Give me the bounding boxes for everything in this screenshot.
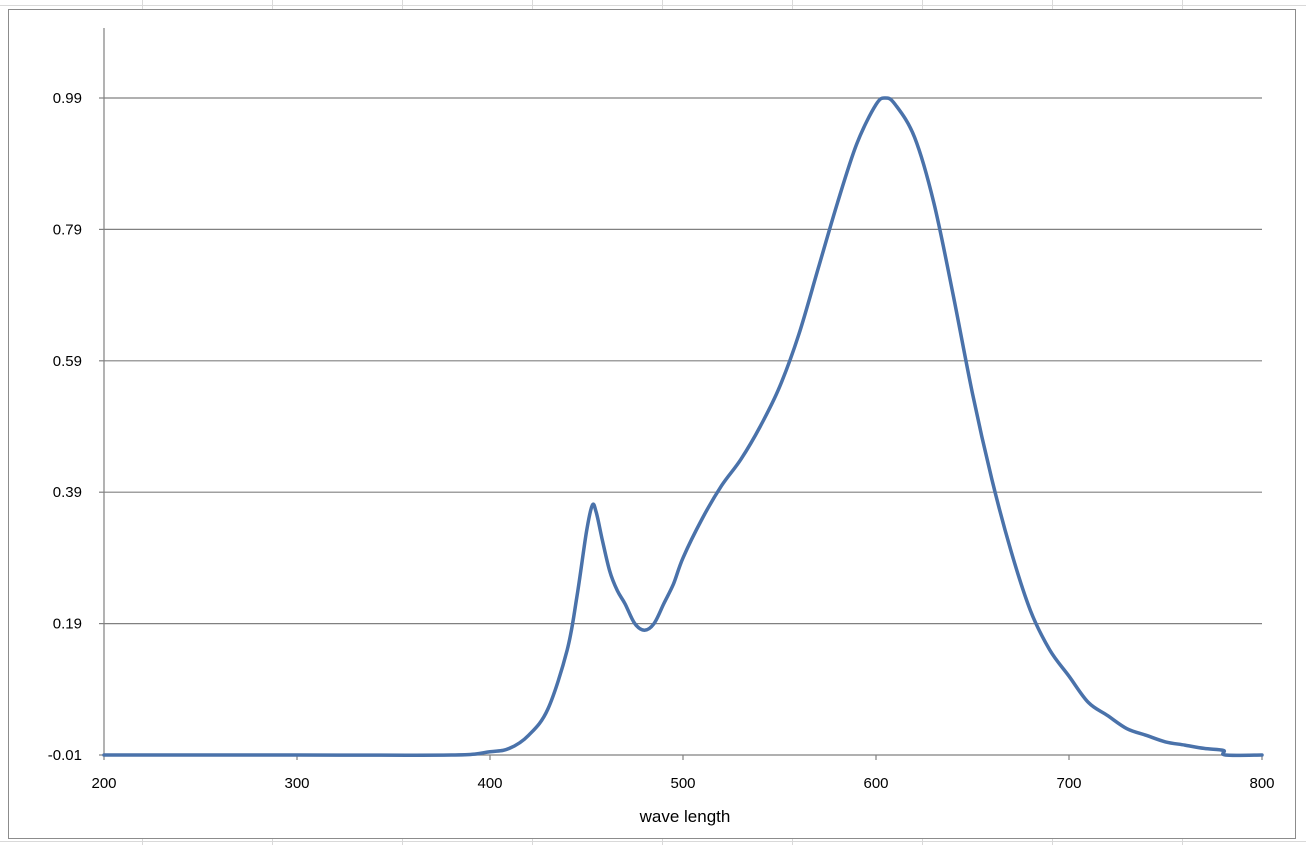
axes	[103, 28, 1262, 756]
x-tick-label: 800	[1249, 775, 1274, 792]
chart-area[interactable]	[8, 9, 1296, 839]
y-tick-label: 0.39	[53, 484, 82, 501]
sheet-gridline	[0, 5, 1306, 6]
y-tick-label: 0.79	[53, 221, 82, 238]
y-tick-label: -0.01	[48, 747, 82, 764]
y-tick-label: 0.99	[53, 90, 82, 107]
x-tick-label: 700	[1056, 775, 1081, 792]
y-tick-label: 0.59	[53, 353, 82, 370]
x-axis-title: wave length	[639, 807, 731, 826]
gridlines	[104, 97, 1262, 625]
x-tick-label: 600	[863, 775, 888, 792]
x-tick-label: 400	[477, 775, 502, 792]
y-axis-ticks: -0.01 0.19 0.39 0.59 0.79 0.99	[48, 90, 104, 764]
sheet-gridline	[0, 841, 1306, 842]
y-tick-label: 0.19	[53, 616, 82, 633]
x-axis-ticks: 200 300 400 500 600 700 800	[91, 755, 1275, 792]
x-tick-label: 500	[670, 775, 695, 792]
x-tick-label: 200	[91, 775, 116, 792]
series-line	[102, 96, 1264, 758]
series-layer	[102, 96, 1264, 758]
x-tick-label: 300	[284, 775, 309, 792]
